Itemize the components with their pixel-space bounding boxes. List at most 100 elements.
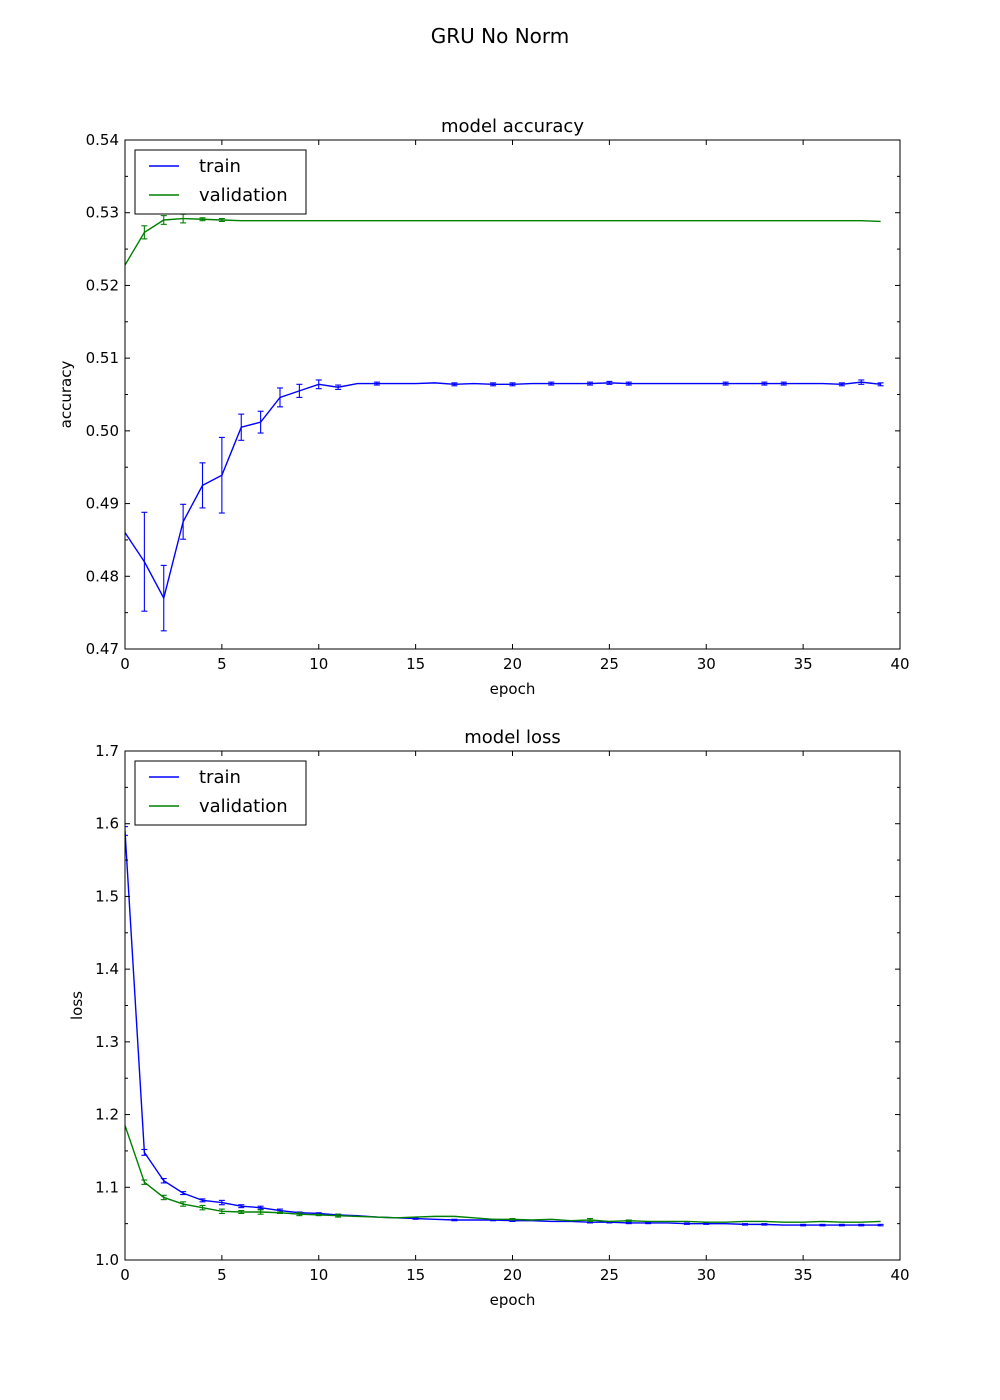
x-axis-label: epoch [490, 1291, 536, 1309]
x-tick-label: 35 [794, 1266, 813, 1284]
error-bar [160, 1178, 167, 1184]
error-bar [742, 1223, 748, 1226]
y-tick-label: 0.54 [86, 131, 119, 149]
y-tick-label: 1.2 [95, 1106, 119, 1124]
series-line-validation [125, 1125, 881, 1223]
error-bar [761, 1223, 768, 1226]
error-bar [451, 1218, 458, 1222]
error-bar [199, 462, 206, 509]
x-tick-label: 15 [406, 1266, 425, 1284]
error-bar [451, 382, 458, 387]
plot-title: model accuracy [441, 116, 584, 137]
legend-label-validation: validation [199, 796, 288, 817]
error-bar [838, 382, 845, 387]
x-tick-label: 0 [120, 655, 130, 673]
error-bar [587, 381, 593, 386]
error-bar [180, 1201, 187, 1207]
error-bar [703, 1222, 710, 1225]
x-tick-label: 20 [503, 655, 522, 673]
x-tick-label: 5 [217, 655, 227, 673]
error-bar [218, 1199, 225, 1206]
legend-label-train: train [199, 156, 241, 177]
error-bar [838, 1223, 845, 1227]
error-bar [141, 225, 148, 240]
y-axis-label: accuracy [57, 361, 75, 429]
error-bar [218, 217, 225, 222]
y-tick-label: 0.52 [86, 276, 119, 294]
x-tick-label: 10 [309, 655, 328, 673]
error-bar [722, 381, 729, 386]
error-bar [548, 381, 555, 386]
series-line-train [125, 381, 881, 601]
y-tick-label: 1.1 [95, 1178, 119, 1196]
error-bar [606, 380, 613, 385]
x-tick-label: 25 [600, 1266, 619, 1284]
error-bar [625, 381, 632, 386]
y-tick-label: 0.49 [86, 495, 119, 513]
error-bar [877, 1223, 884, 1227]
error-bar [238, 1210, 245, 1215]
x-tick-label: 30 [697, 1266, 716, 1284]
x-tick-label: 35 [794, 655, 813, 673]
error-bar [296, 383, 303, 398]
error-bar [160, 215, 167, 225]
error-bar [218, 1208, 225, 1215]
error-bar [141, 511, 148, 612]
x-tick-label: 40 [890, 1266, 909, 1284]
error-bar [180, 1191, 187, 1196]
error-bar [296, 1212, 303, 1217]
legend-label-validation: validation [199, 185, 288, 206]
error-bar [625, 1219, 632, 1223]
error-bar [141, 1148, 148, 1156]
plot-title: model loss [464, 727, 561, 748]
y-tick-label: 0.53 [86, 204, 119, 222]
x-tick-label: 10 [309, 1266, 328, 1284]
error-bar [199, 1198, 206, 1203]
y-tick-label: 0.47 [86, 640, 119, 658]
legend-box [134, 149, 307, 215]
error-bar [683, 1222, 690, 1225]
error-bar [199, 217, 206, 222]
y-tick-label: 1.6 [95, 815, 119, 833]
error-bar [277, 1211, 283, 1215]
x-tick-label: 15 [406, 655, 425, 673]
y-tick-label: 0.50 [86, 422, 119, 440]
error-bar [238, 413, 245, 441]
error-bar [625, 1221, 632, 1225]
error-bar [335, 384, 342, 390]
y-tick-label: 1.7 [95, 742, 119, 760]
y-tick-label: 1.3 [95, 1033, 119, 1051]
y-tick-label: 0.51 [86, 349, 119, 367]
error-bar [509, 1218, 516, 1221]
error-bar [315, 379, 322, 390]
y-tick-label: 0.48 [86, 567, 119, 585]
x-tick-label: 5 [217, 1266, 227, 1284]
error-bar [315, 1213, 322, 1217]
y-tick-label: 1.0 [95, 1251, 119, 1269]
series-line-validation [125, 217, 881, 266]
error-bar [257, 410, 264, 434]
legend-label-train: train [199, 767, 241, 788]
x-tick-label: 40 [890, 655, 909, 673]
error-bar [858, 1223, 865, 1227]
y-axis-label: loss [68, 991, 86, 1020]
error-bar [218, 436, 225, 514]
x-axis-label: epoch [490, 680, 536, 698]
error-bar [587, 1218, 593, 1223]
error-bar [373, 381, 380, 386]
axes-frame [124, 750, 901, 1261]
error-bar [199, 1204, 206, 1211]
error-bar [238, 1204, 245, 1209]
series-group [125, 826, 884, 1227]
error-bar [509, 382, 516, 387]
error-bar [800, 1223, 807, 1227]
error-bar [180, 503, 187, 540]
y-tick-label: 1.5 [95, 887, 119, 905]
error-bar [780, 381, 787, 386]
error-bar [160, 564, 167, 632]
x-tick-label: 20 [503, 1266, 522, 1284]
error-bar [858, 379, 865, 385]
legend-box [134, 760, 307, 826]
error-bar [125, 826, 128, 836]
